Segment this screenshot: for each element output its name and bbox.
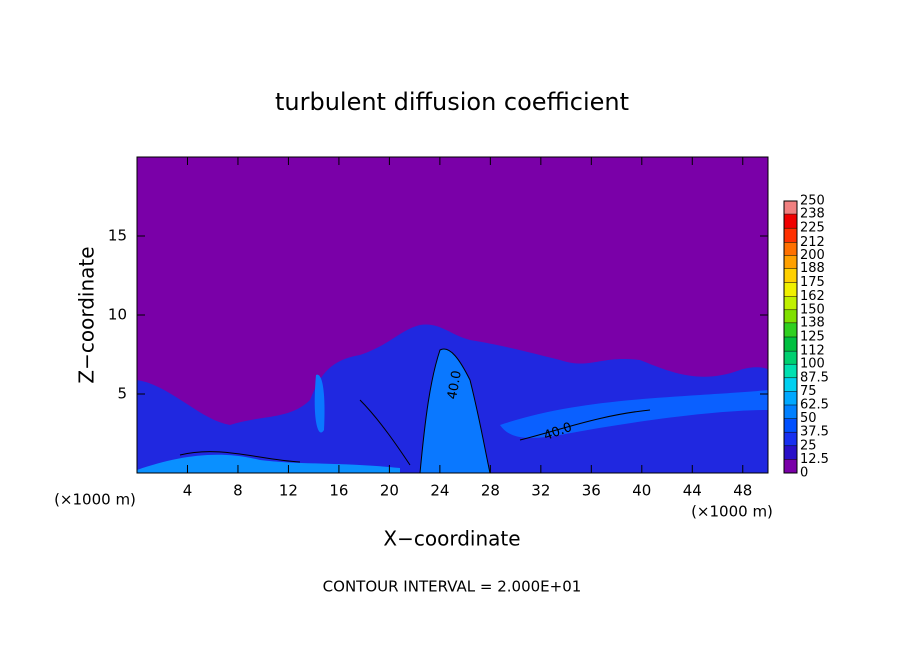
colorbar-tick-label: 0 <box>800 466 808 481</box>
colorbar-cell <box>784 405 797 419</box>
colorbar-cell <box>784 242 797 256</box>
colorbar-tick-label: 175 <box>800 275 825 290</box>
colorbar-cell <box>784 268 797 283</box>
colorbar-tick-label: 112 <box>800 344 825 359</box>
colorbar-cell <box>784 309 797 323</box>
contour-label: 40.0 <box>445 369 465 400</box>
footnote: CONTOUR INTERVAL = 2.000E+01 <box>323 578 582 596</box>
colorbar-cell <box>784 337 797 352</box>
colorbar-cell <box>784 296 797 310</box>
x-axis-title: X−coordinate <box>383 527 520 551</box>
colorbar-tick-label: 125 <box>800 330 825 345</box>
x-tick-label: 28 <box>481 482 500 500</box>
colorbar-tick-label: 12.5 <box>800 452 829 467</box>
colorbar-tick-label: 225 <box>800 221 825 236</box>
colorbar-tick-label: 188 <box>800 261 825 276</box>
colorbar-cell <box>784 255 797 269</box>
colorbar-tick-label: 50 <box>800 411 817 426</box>
y-tick-label: 10 <box>108 306 127 324</box>
colorbar-tick-label: 200 <box>800 248 825 263</box>
colorbar-tick-label: 212 <box>800 235 825 250</box>
colorbar-cell <box>784 364 797 378</box>
colorbar-tick-label: 238 <box>800 207 825 222</box>
colorbar-tick-label: 150 <box>800 302 825 317</box>
colorbar-cell <box>784 351 797 365</box>
contour-line <box>179 348 651 474</box>
colorbar-cell <box>784 322 797 337</box>
plume <box>420 349 490 473</box>
colorbar-tick-label: 62.5 <box>800 398 829 413</box>
colorbar-tick-label: 87.5 <box>800 370 829 385</box>
colorbar-cell <box>784 445 797 460</box>
colorbar-cell <box>784 418 797 433</box>
streak <box>500 390 768 438</box>
colorbar-cell <box>784 377 797 392</box>
x-tick-label: 32 <box>531 482 550 500</box>
x-tick-label: 12 <box>279 482 298 500</box>
colorbar-tick-label: 25 <box>800 438 817 453</box>
colorbar-tick-label: 138 <box>800 315 825 330</box>
surface-layer <box>137 454 400 473</box>
colorbar-cell <box>784 391 797 405</box>
x-unit-label: (×1000 m) <box>54 491 136 509</box>
y-tick-label: 15 <box>108 227 127 245</box>
colorbar-tick-label: 250 <box>800 194 825 209</box>
x-tick-label: 40 <box>632 482 651 500</box>
colorbar-cell <box>784 432 797 446</box>
colorbar-cell <box>784 214 797 229</box>
field <box>137 157 768 474</box>
x-tick-label: 48 <box>733 482 752 500</box>
streak <box>314 374 325 433</box>
colorbar-tick-label: 75 <box>800 384 817 399</box>
colorbar-tick-label: 37.5 <box>800 425 829 440</box>
colorbar-cell <box>784 201 797 215</box>
x-tick-label: 8 <box>233 482 243 500</box>
x-unit-label: (×1000 m) <box>691 503 773 521</box>
y-axis-title: Z−coordinate <box>75 246 99 383</box>
colorbar-cell <box>784 459 797 473</box>
colorbar-cell <box>784 282 797 297</box>
x-tick-label: 4 <box>183 482 193 500</box>
colorbar-cell <box>784 228 797 243</box>
x-tick-label: 36 <box>582 482 601 500</box>
chart-title: turbulent diffusion coefficient <box>275 88 629 116</box>
colorbar-tick-label: 162 <box>800 289 825 304</box>
y-tick-label: 5 <box>117 385 127 403</box>
x-tick-label: 44 <box>683 482 702 500</box>
x-tick-label: 20 <box>380 482 399 500</box>
x-tick-label: 16 <box>329 482 348 500</box>
colorbar-tick-label: 100 <box>800 357 825 372</box>
x-tick-label: 24 <box>430 482 449 500</box>
